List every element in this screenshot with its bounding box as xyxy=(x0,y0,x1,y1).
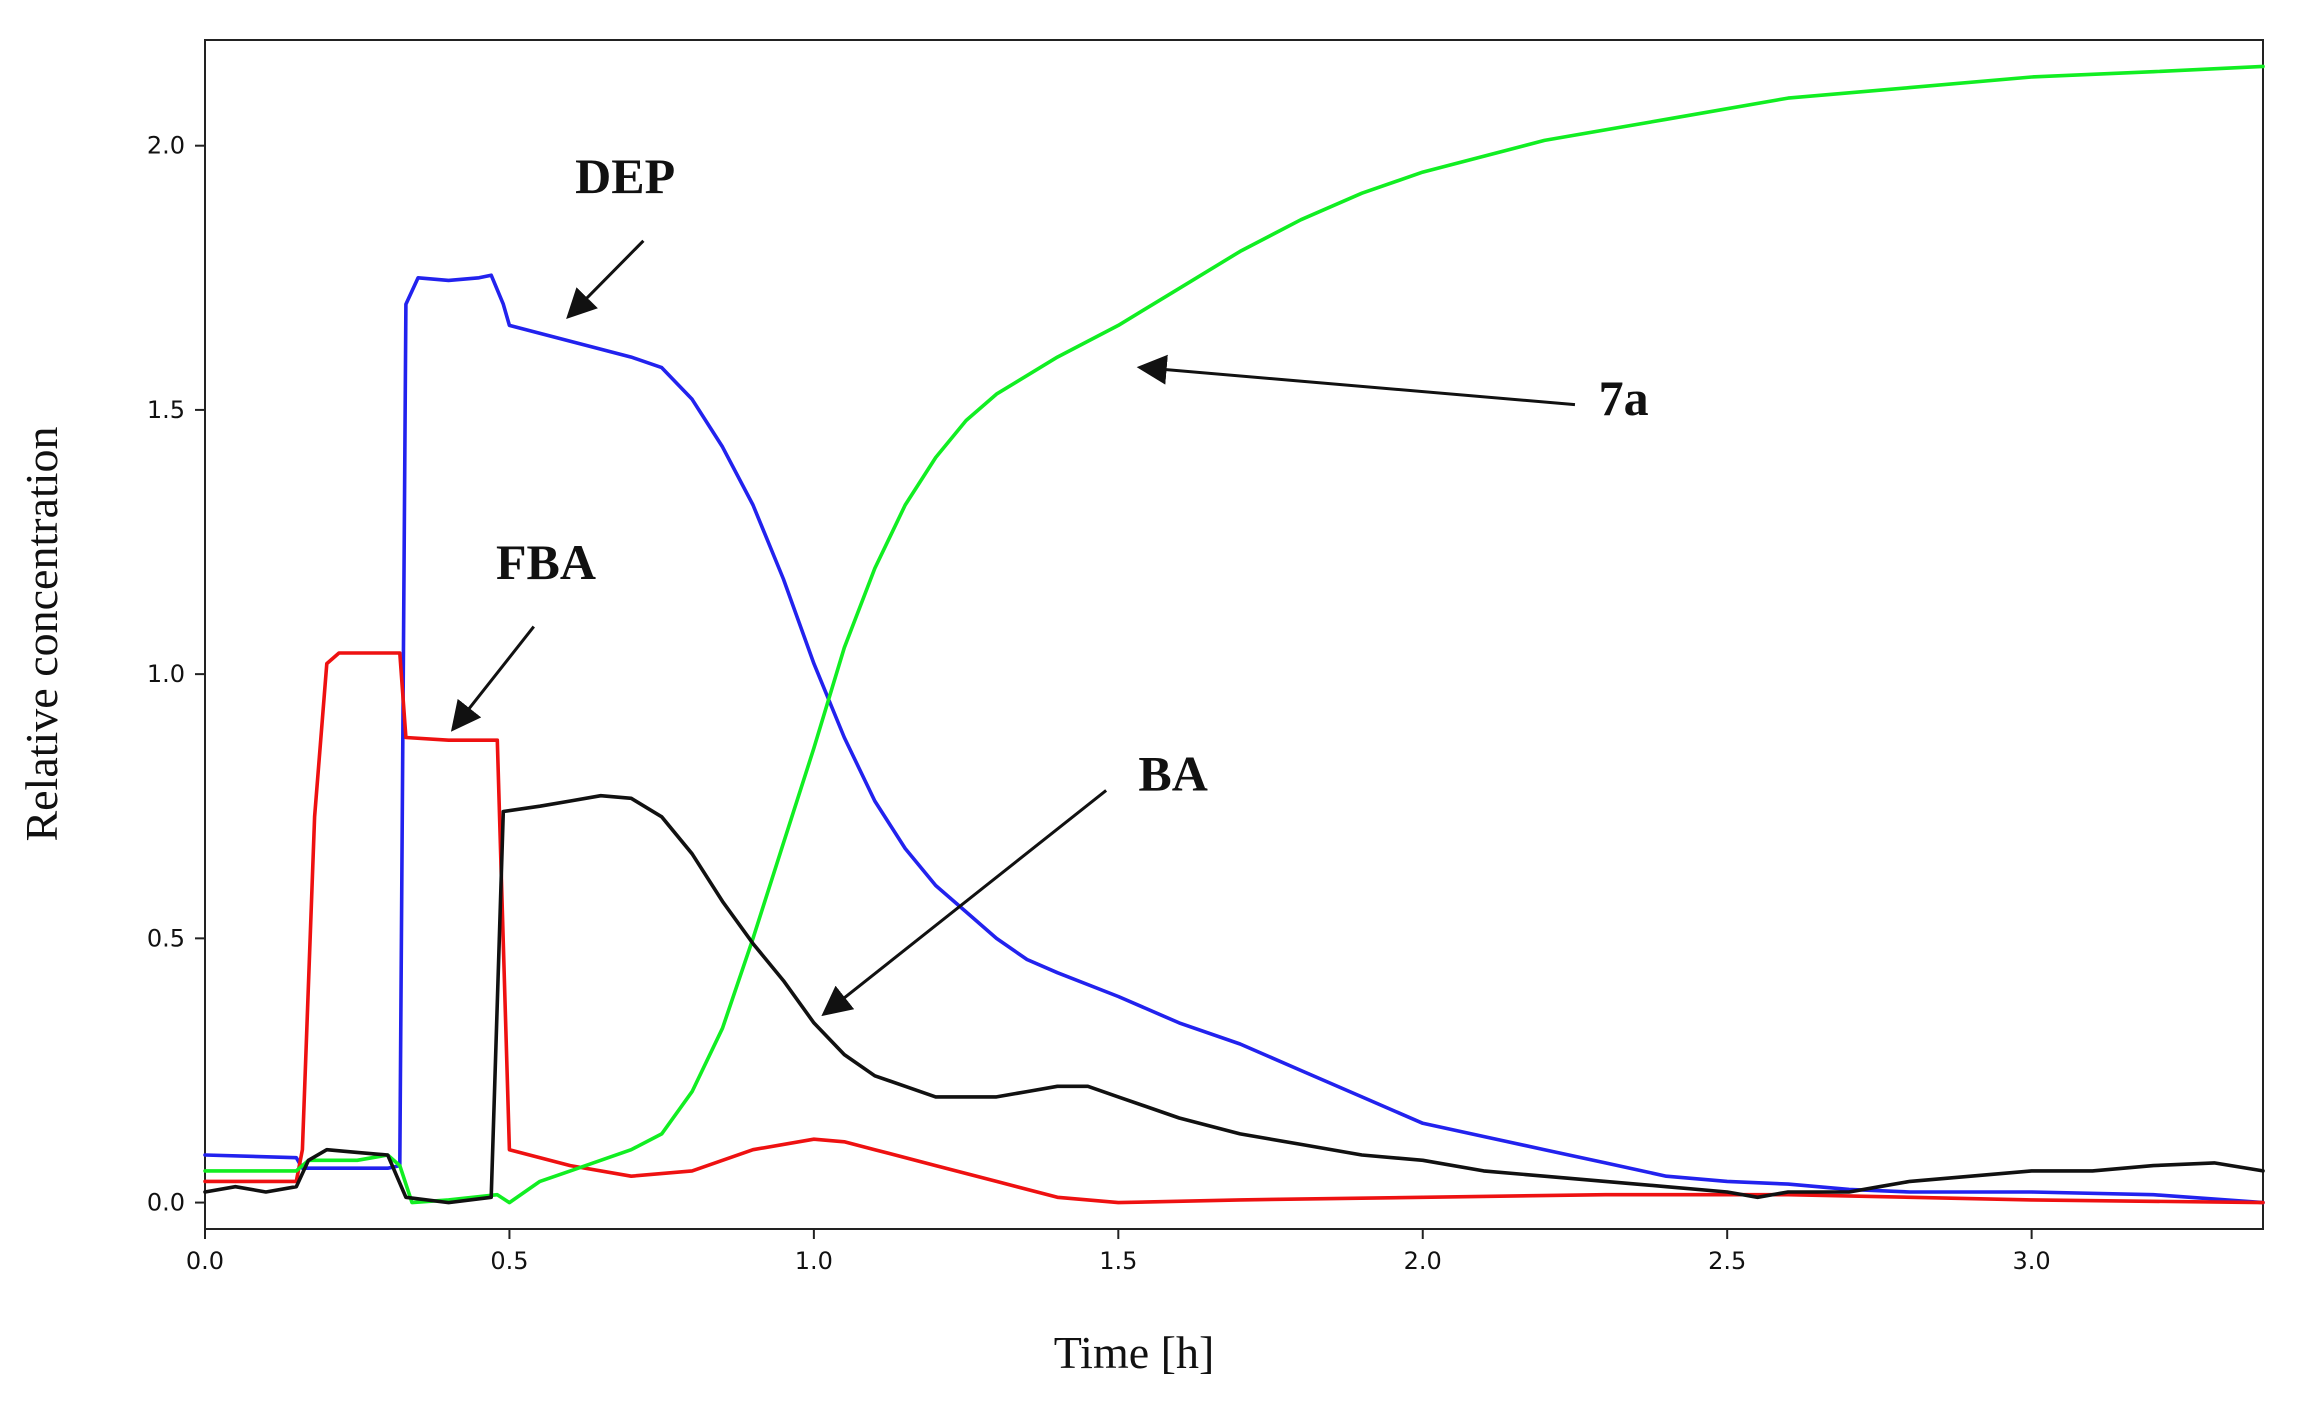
series-line-fba xyxy=(203,651,2265,1205)
annotation-arrow-7a xyxy=(1136,354,1576,407)
x-axis-ticks: 0.0 0.5 1.0 1.5 2.0 2.5 3.0 xyxy=(186,1229,2051,1275)
x-tick-label: 2.5 xyxy=(1708,1247,1746,1275)
annotation-arrow-dep xyxy=(566,239,645,320)
y-axis-ticks: 0.0 0.5 1.0 1.5 2.0 xyxy=(147,132,205,1217)
plot-frame xyxy=(204,39,2264,1230)
y-tick-label: 2.0 xyxy=(147,132,185,160)
x-tick-label: 0.0 xyxy=(186,1247,224,1275)
annotation-label-ba: BA xyxy=(1138,745,1207,801)
series-line-7a xyxy=(203,64,2265,1205)
x-tick-label: 2.0 xyxy=(1404,1247,1442,1275)
x-tick-label: 1.0 xyxy=(795,1247,833,1275)
series-layer xyxy=(203,64,2265,1205)
y-tick-label: 0.0 xyxy=(147,1189,185,1217)
annotation-layer: DEP FBA 7a BA xyxy=(450,148,1649,1017)
x-tick-label: 3.0 xyxy=(2013,1247,2051,1275)
annotation-label-dep: DEP xyxy=(575,148,675,204)
x-tick-label: 0.5 xyxy=(490,1247,528,1275)
series-line-ba xyxy=(203,793,2265,1205)
y-axis-title: Relative concentration xyxy=(16,426,67,841)
x-tick-label: 1.5 xyxy=(1099,1247,1137,1275)
y-tick-label: 1.0 xyxy=(147,660,185,688)
x-axis-title: Time [h] xyxy=(1054,1327,1215,1378)
annotation-label-fba: FBA xyxy=(496,534,596,590)
annotation-arrow-ba xyxy=(821,789,1108,1017)
annotation-label-7a: 7a xyxy=(1599,370,1649,426)
series-line-dep xyxy=(203,273,2265,1205)
y-tick-label: 1.5 xyxy=(147,396,185,424)
y-tick-label: 0.5 xyxy=(147,924,185,952)
annotation-arrow-fba xyxy=(450,625,535,732)
